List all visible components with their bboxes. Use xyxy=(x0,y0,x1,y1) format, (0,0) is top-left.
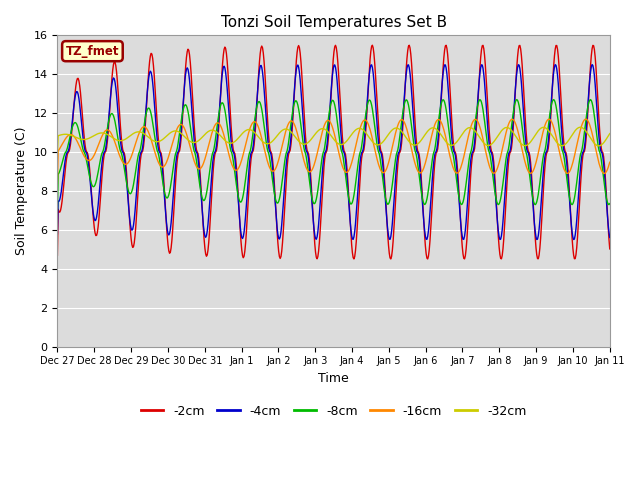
Y-axis label: Soil Temperature (C): Soil Temperature (C) xyxy=(15,127,28,255)
Legend: -2cm, -4cm, -8cm, -16cm, -32cm: -2cm, -4cm, -8cm, -16cm, -32cm xyxy=(136,400,531,423)
Title: Tonzi Soil Temperatures Set B: Tonzi Soil Temperatures Set B xyxy=(221,15,447,30)
X-axis label: Time: Time xyxy=(318,372,349,385)
Text: TZ_fmet: TZ_fmet xyxy=(66,45,119,58)
